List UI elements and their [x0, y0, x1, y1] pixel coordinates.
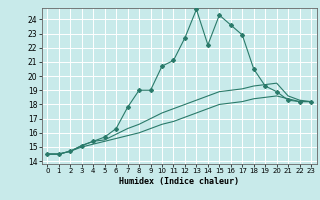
X-axis label: Humidex (Indice chaleur): Humidex (Indice chaleur): [119, 177, 239, 186]
